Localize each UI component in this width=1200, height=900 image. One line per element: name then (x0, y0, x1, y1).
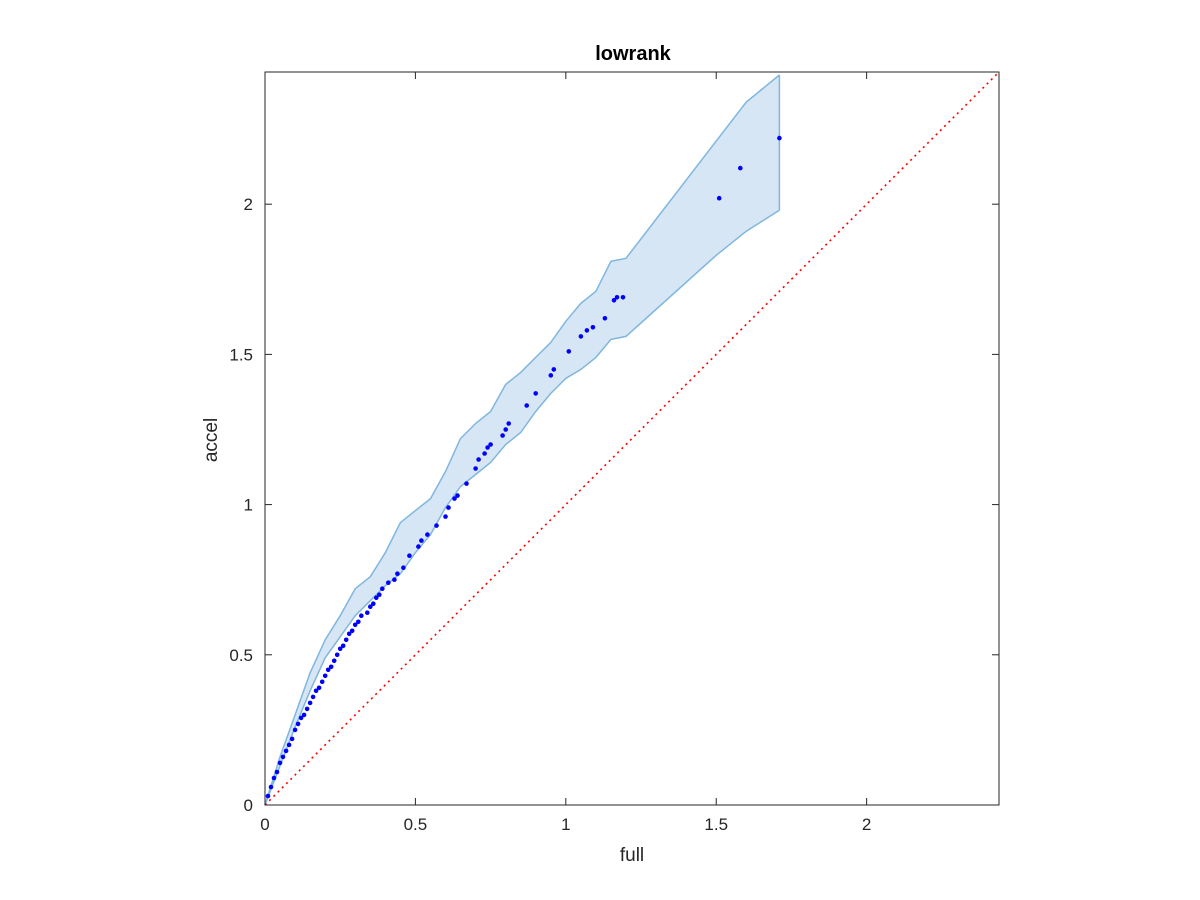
data-point (377, 592, 382, 597)
data-point (334, 652, 340, 658)
data-point (452, 496, 457, 501)
data-point (343, 637, 349, 643)
data-point (476, 457, 481, 462)
data-point (506, 421, 512, 426)
x-tick-label: 0 (260, 815, 269, 834)
data-point (301, 712, 307, 718)
y-tick-label: 1.5 (229, 345, 253, 364)
data-point (485, 445, 490, 450)
data-point (337, 646, 343, 652)
chart-title: lowrank (595, 43, 671, 65)
data-point (578, 334, 584, 339)
axes: 0 0.5 1 1.5 2 0 0.5 1 1.5 2 (229, 71, 1000, 834)
band-lower-edge (264, 209, 780, 806)
data-point (292, 727, 298, 733)
data-point (349, 628, 355, 634)
data-point (371, 601, 376, 606)
data-point (503, 427, 509, 432)
x-tick-label: 1.5 (704, 815, 728, 834)
y-tick-label: 0 (244, 796, 253, 815)
band-fill (265, 75, 780, 805)
data-point (443, 514, 448, 519)
data-point (340, 643, 346, 649)
data-point (356, 619, 361, 625)
data-point (584, 328, 590, 333)
data-point (455, 493, 460, 498)
data-point (407, 553, 412, 558)
data-point (325, 667, 331, 673)
x-axis-label: full (620, 845, 644, 866)
data-point (611, 298, 617, 303)
data-point (271, 775, 277, 781)
data-point (328, 664, 334, 670)
data-point (274, 769, 280, 775)
data-point (352, 622, 358, 628)
data-point (419, 538, 424, 543)
data-point (464, 481, 469, 486)
data-point (316, 685, 322, 691)
plot-frame (264, 71, 1000, 806)
data-point (386, 580, 391, 585)
data-point (265, 793, 271, 799)
data-point (524, 403, 529, 408)
data-point (473, 466, 478, 471)
y-tick-label: 0.5 (229, 646, 253, 665)
data-point (313, 688, 319, 694)
data-point (268, 784, 274, 790)
data-point (614, 295, 620, 300)
data-point (380, 586, 385, 591)
data-point (777, 135, 782, 141)
data-point (298, 715, 304, 721)
data-point (295, 721, 301, 727)
data-point (716, 195, 722, 201)
x-tick-label: 2 (862, 815, 871, 834)
data-point (446, 505, 451, 510)
reference-line-y-equals-x (264, 71, 1000, 806)
data-point (392, 577, 397, 582)
data-point (304, 706, 310, 712)
data-point (548, 373, 554, 378)
confidence-band (264, 74, 781, 806)
data-point (590, 325, 596, 330)
y-tick-label: 2 (244, 195, 253, 214)
data-point (488, 442, 493, 447)
data-point (482, 451, 487, 456)
data-point (359, 613, 364, 618)
band-upper-edge (264, 74, 780, 806)
data-point (319, 679, 325, 685)
data-point (620, 295, 626, 300)
x-tick-label: 0.5 (404, 815, 428, 834)
data-point (602, 316, 608, 321)
data-point (286, 742, 292, 748)
data-point (395, 571, 400, 576)
data-point (322, 673, 328, 679)
data-point (434, 523, 439, 528)
data-point (310, 694, 316, 700)
data-point (368, 604, 373, 609)
data-point (500, 433, 505, 438)
data-point (277, 760, 283, 766)
reference-line (264, 71, 1000, 806)
x-tick-label: 1 (561, 815, 570, 834)
data-point (280, 754, 286, 760)
data-point (365, 610, 370, 615)
data-point (416, 544, 421, 549)
data-point (551, 367, 557, 372)
data-point (307, 700, 313, 706)
y-tick-label: 1 (244, 496, 253, 515)
data-point (401, 565, 406, 570)
data-point (289, 736, 295, 742)
data-point (425, 532, 430, 537)
data-point (566, 349, 572, 354)
data-point (346, 631, 352, 637)
y-axis-label: accel (201, 418, 222, 462)
data-point (533, 391, 538, 396)
data-point (738, 165, 743, 171)
data-point (283, 748, 289, 754)
data-points (265, 135, 782, 799)
data-point (374, 595, 379, 600)
data-point (331, 658, 337, 664)
